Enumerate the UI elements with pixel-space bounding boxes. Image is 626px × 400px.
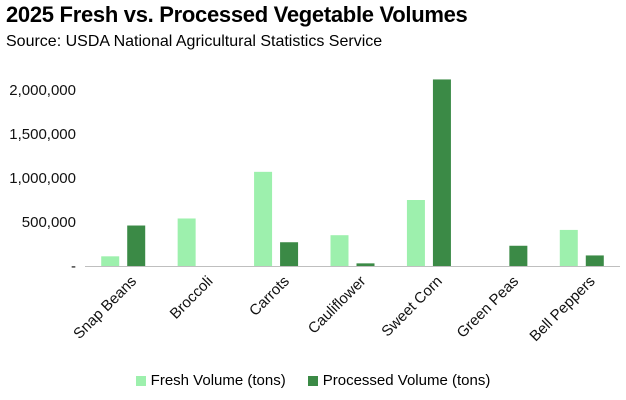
x-tick-label: Green Peas (454, 273, 523, 342)
bar-processed (280, 242, 299, 266)
x-tick-label: Bell Peppers (526, 273, 598, 345)
bar-fresh (559, 229, 578, 266)
y-tick-label: 1,500,000 (9, 126, 76, 143)
chart-subtitle: Source: USDA National Agricultural Stati… (6, 33, 383, 50)
y-tick-label: 2,000,000 (9, 82, 76, 99)
y-axis-ticks: - 500,000 1,000,000 1,500,000 2,000,000 (9, 82, 76, 275)
legend-label-processed: Processed Volume (tons) (322, 372, 491, 389)
bar-processed (356, 263, 375, 266)
legend: Fresh Volume (tons) Processed Volume (to… (0, 372, 626, 389)
x-tick-label: Snap Beans (70, 273, 140, 343)
bar-processed (509, 245, 528, 266)
legend-swatch-processed (307, 375, 318, 386)
bar-fresh (330, 235, 349, 266)
x-axis-labels: Snap Beans Broccoli Carrots Cauliflower Swee… (70, 273, 598, 345)
legend-item-processed: Processed Volume (tons) (307, 372, 491, 389)
bar-fresh (177, 218, 196, 266)
bar-processed (127, 225, 146, 266)
x-tick-label: Broccoli (167, 273, 217, 323)
legend-item-fresh: Fresh Volume (tons) (135, 372, 286, 389)
bar-fresh (406, 200, 425, 266)
x-tick-label: Cauliflower (305, 273, 369, 337)
x-tick-label: Sweet Corn (378, 273, 445, 340)
chart-title: 2025 Fresh vs. Processed Vegetable Volum… (6, 2, 468, 27)
bar-processed (585, 255, 604, 266)
bars (101, 79, 604, 266)
bar-fresh (101, 256, 120, 266)
bar-processed (432, 79, 451, 266)
y-tick-label: 1,000,000 (9, 170, 76, 187)
legend-label-fresh: Fresh Volume (tons) (150, 372, 286, 389)
legend-swatch-fresh (135, 375, 146, 386)
y-tick-label: 500,000 (22, 214, 76, 231)
y-tick-label: - (71, 258, 76, 275)
bar-fresh (254, 171, 273, 266)
x-tick-label: Carrots (246, 273, 293, 320)
